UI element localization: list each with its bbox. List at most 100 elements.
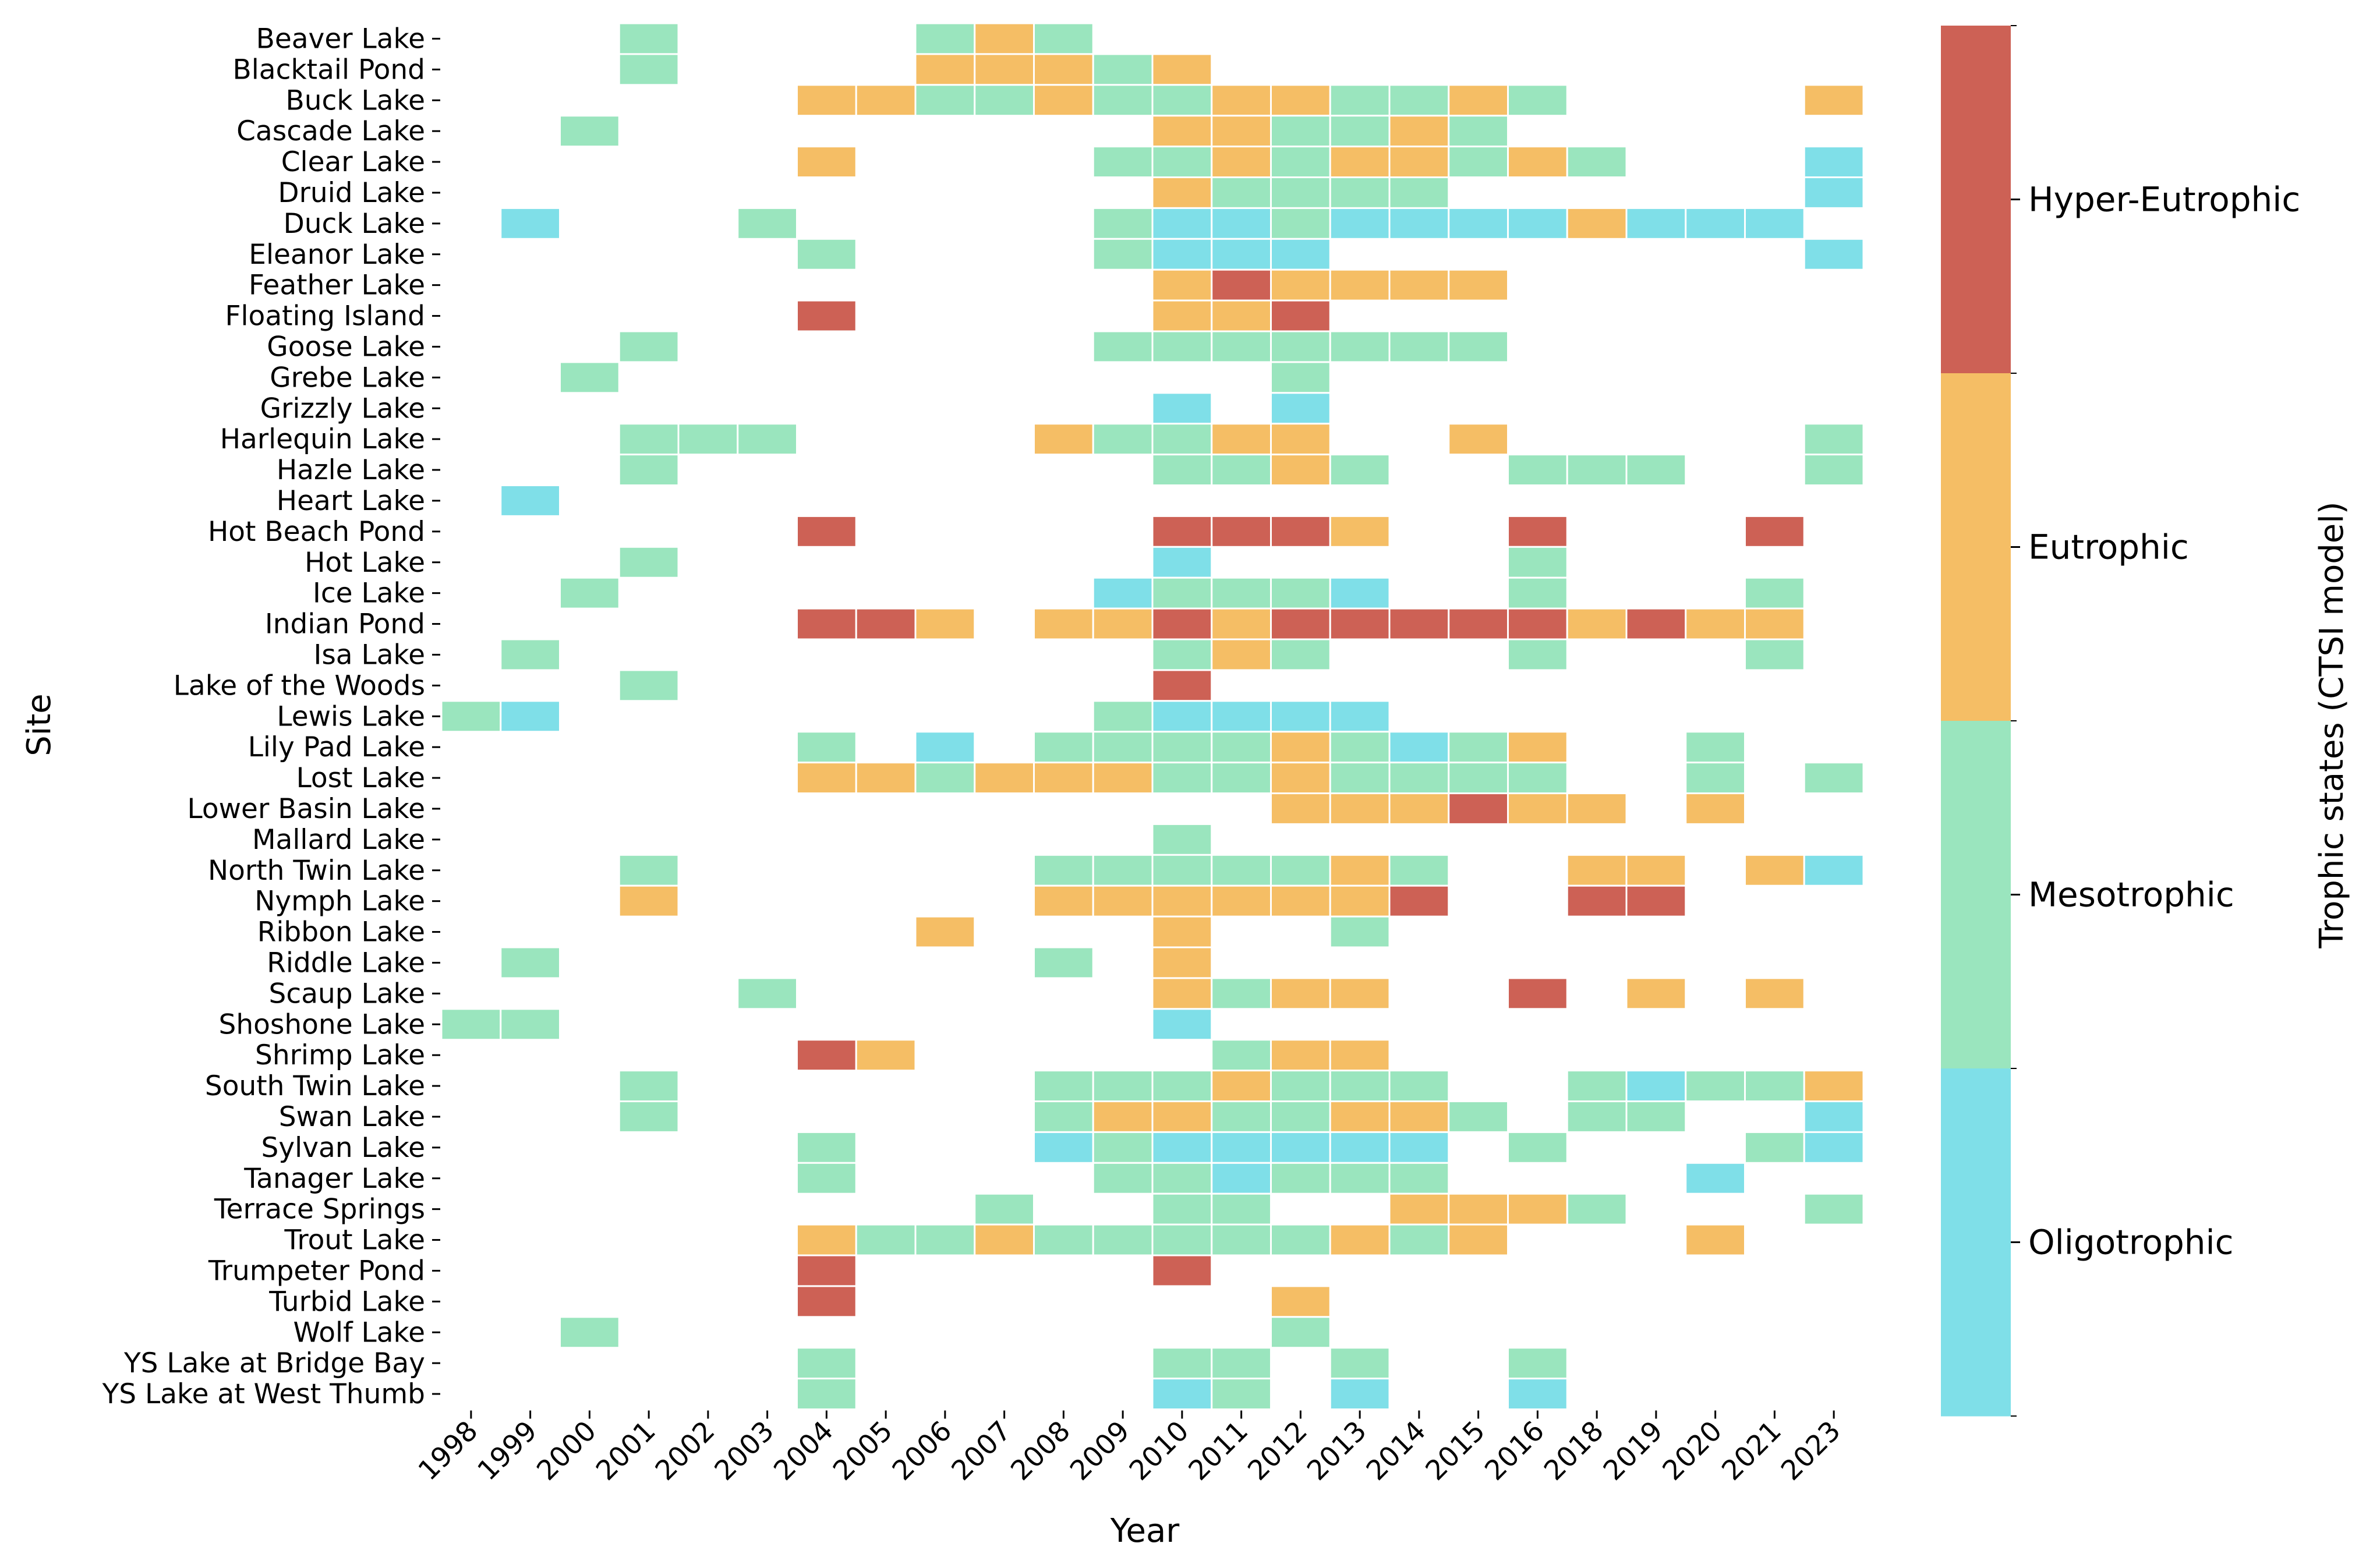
heatmap-cell [500,700,561,733]
heatmap-cell [1270,176,1331,209]
heatmap-cell [1448,84,1509,117]
heatmap-cell [974,53,1035,86]
heatmap-cell [1270,792,1331,825]
heatmap-cell [1329,1070,1391,1102]
heatmap-cell [440,700,502,733]
site-tick-label: YS Lake at West Thumb [102,1378,425,1410]
heatmap-cell [500,484,561,517]
heatmap-cell [1270,884,1331,918]
heatmap-cell [1507,792,1568,825]
heatmap-cell [1151,946,1213,979]
heatmap-cell [618,330,680,363]
heatmap-cell [1151,669,1213,702]
heatmap-cell [1448,607,1509,640]
heatmap-cell [1270,638,1331,671]
heatmap-cell [1033,1131,1094,1164]
colorbar-label: Mesotrophic [2028,875,2234,915]
site-tick-label: Clear Lake [281,146,425,178]
heatmap-cell [618,884,680,918]
heatmap-cell [1270,700,1331,733]
heatmap-cell [1448,207,1509,240]
heatmap-cell [1270,1100,1331,1133]
heatmap-cell [1329,1378,1391,1411]
heatmap-cell [1033,762,1094,794]
heatmap-cell [796,84,857,117]
heatmap-cell [1803,176,1865,209]
heatmap-cell [1151,884,1213,918]
heatmap-cell [1388,762,1450,794]
heatmap-cell [1388,115,1450,148]
heatmap-cell [1566,1100,1628,1133]
colorbar-label: Eutrophic [2028,528,2189,567]
heatmap-cell [1211,330,1272,363]
heatmap-cell [1507,454,1568,486]
heatmap-cell [1092,1070,1154,1102]
heatmap-cell [796,146,857,179]
heatmap-cell [1151,1070,1213,1102]
heatmap-cell [1211,977,1272,1010]
heatmap-cell [1448,792,1509,825]
heatmap-cell [914,607,976,640]
heatmap-cell [1270,1070,1331,1102]
heatmap-cell [1151,1008,1213,1041]
heatmap-cell [1448,268,1509,302]
heatmap-cell [1151,1347,1213,1380]
heatmap-cell [1270,392,1331,425]
heatmap-cell [1033,884,1094,918]
heatmap-cell [1744,638,1805,671]
heatmap-cell [1092,330,1154,363]
heatmap-cell [1211,115,1272,148]
heatmap-cell [1685,1070,1746,1102]
heatmap-cell [1092,700,1154,733]
heatmap-cell [1270,423,1331,456]
heatmap-cell [1151,146,1213,179]
site-tick-label: South Twin Lake [205,1070,425,1102]
heatmap-cell [1270,1223,1331,1256]
heatmap-cell [974,1192,1035,1226]
heatmap-cell [1329,977,1391,1010]
heatmap-cell [559,576,620,610]
year-tick-label: 2000 [531,1415,602,1486]
heatmap-cell [1744,515,1805,548]
year-tick-label: 2016 [1479,1415,1550,1486]
site-tick-label: Feather Lake [249,270,425,302]
heatmap-cell [1329,146,1391,179]
heatmap-cell [1211,762,1272,794]
heatmap-cell [1744,207,1805,240]
heatmap-cell [1507,638,1568,671]
heatmap-cell [1685,731,1746,764]
heatmap-cell [1092,238,1154,271]
heatmap-cell [1388,731,1450,764]
heatmap-cell [1151,1192,1213,1226]
heatmap-cell [855,84,917,117]
heatmap-cell [1151,423,1213,456]
year-tick-label: 2002 [649,1415,721,1486]
site-tick-label: Cascade Lake [236,115,425,147]
heatmap-cell [1625,1070,1687,1102]
site-tick-label: Trout Lake [284,1224,425,1256]
heatmap-cell [1151,1131,1213,1164]
heatmap-cell [1270,977,1331,1010]
heatmap-cell [1033,22,1094,55]
heatmap-cell [1033,854,1094,887]
heatmap-cell [1566,1070,1628,1102]
heatmap-cell [974,22,1035,55]
heatmap-cell [1329,1223,1391,1256]
heatmap-cell [1270,854,1331,887]
heatmap-cell [1388,176,1450,209]
year-tick-label: 2023 [1775,1415,1847,1486]
heatmap-cell [1151,977,1213,1010]
heatmap-cell [1270,330,1331,363]
heatmap-cell [1329,268,1391,302]
year-axis: 1998199920002001200220032004200520062007… [412,1410,1847,1487]
heatmap-cell [796,1285,857,1318]
heatmap-cell [1092,146,1154,179]
heatmap-cell [914,53,976,86]
heatmap-cell [677,423,739,456]
heatmap-cell [1211,515,1272,548]
heatmap-cell [1092,1100,1154,1133]
heatmap-cell [796,515,857,548]
heatmap-cell [1388,792,1450,825]
x-axis-title: Year [1110,1512,1180,1550]
heatmap-cell [1211,638,1272,671]
